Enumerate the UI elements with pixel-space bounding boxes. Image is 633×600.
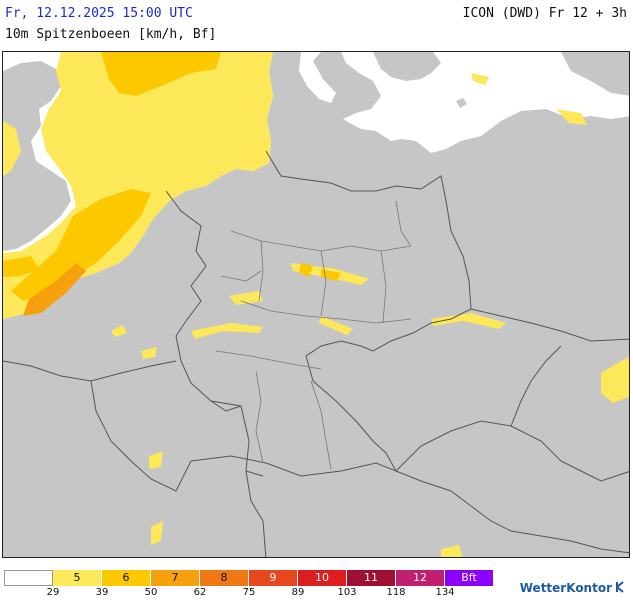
legend-swatch-label: 7 (171, 571, 179, 584)
legend-tick-label: 118 (386, 587, 406, 598)
gust-field-bf7 (23, 263, 86, 316)
denmark-land (273, 52, 381, 119)
legend-swatch-label: 5 (73, 571, 81, 584)
sweden-land (373, 52, 441, 81)
legend-tick-label: 62 (193, 587, 207, 598)
model-run: ICON (DWD) Fr 12 + 3h (462, 6, 627, 21)
legend-swatch-label: 11 (364, 571, 378, 584)
legend-swatch-label: 9 (269, 571, 277, 584)
legend-swatch: 5 (53, 570, 102, 586)
legend-bar: 5 6 7 8 9 10 11 12 Bft (4, 570, 494, 586)
legend-swatch-label: 8 (220, 571, 228, 584)
legend-swatch-label: 12 (413, 571, 427, 584)
legend-swatch-label: Bft (461, 571, 477, 584)
legend-swatch: 10 (298, 570, 347, 586)
legend-swatch-label: 6 (122, 571, 130, 584)
logo-mark-icon (616, 581, 624, 593)
brand-logo: WetterKontor (520, 581, 625, 595)
baltic-east-land (561, 52, 629, 96)
map-frame (2, 51, 630, 558)
legend-kmh-ticks: 29 39 50 62 75 89 103 118 134 (0, 586, 633, 600)
legend-tick-label: 103 (337, 587, 357, 598)
legend-tick-label: 134 (435, 587, 455, 598)
legend-tick-label: 75 (242, 587, 256, 598)
legend-swatch: Bft (445, 570, 494, 586)
country-borders (3, 150, 629, 557)
gust-field-bf6 (3, 52, 341, 301)
gust-map (3, 52, 629, 557)
valid-time: Fr, 12.12.2025 15:00 UTC (5, 6, 193, 21)
legend-swatch: 11 (347, 570, 396, 586)
brand-name: WetterKontor (519, 581, 612, 595)
bornholm (456, 98, 467, 108)
parameter-label: 10m Spitzenboeen [km/h, Bf] (5, 27, 217, 42)
uk-land (3, 61, 71, 251)
legend-swatch: 6 (102, 570, 151, 586)
legend-swatch: 9 (249, 570, 298, 586)
legend-swatch-label: 10 (315, 571, 329, 584)
legend-tick-label: 50 (144, 587, 158, 598)
legend-swatch: 12 (396, 570, 445, 586)
legend-tick-label: 29 (46, 587, 60, 598)
legend-tick-label: 39 (95, 587, 109, 598)
legend-swatch: 7 (151, 570, 200, 586)
legend-swatch (4, 570, 53, 586)
legend-tick-label: 89 (291, 587, 305, 598)
state-borders (215, 200, 412, 470)
legend-swatch: 8 (200, 570, 249, 586)
